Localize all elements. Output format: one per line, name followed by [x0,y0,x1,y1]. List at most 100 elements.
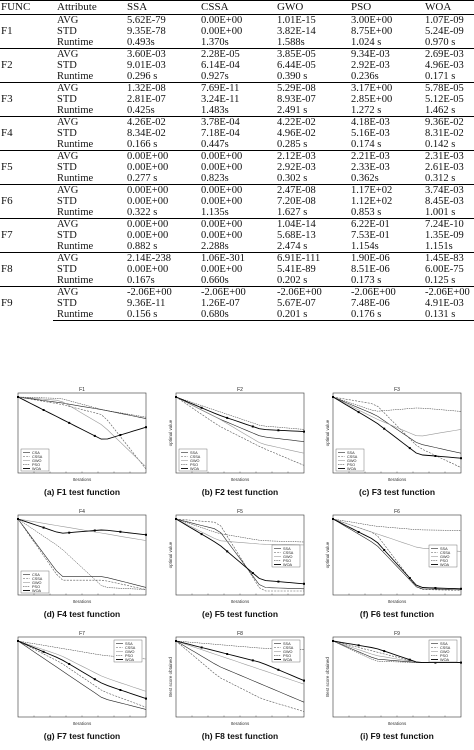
value-cell: 1.01E-15 [273,14,347,26]
value-cell: 3.24E-11 [201,94,240,105]
legend-entry: WOA [190,467,200,471]
series-marker [434,661,437,664]
function-label: F5 [0,150,53,185]
panel-caption: (c) F3 test function [359,487,435,497]
legend-entry: GWO [32,581,42,585]
col-header-cssa: CSSA [197,0,273,15]
value-cell: 6.22E-01 [347,218,421,230]
table-row: F5 AVG 0.00E+00 0.00E+00 2.12E-03 2.21E-03 2.3… [0,150,474,185]
value-cell: 6.44E-05 [277,60,316,71]
series-marker [226,416,229,419]
value-cell: 1.462 s [425,105,456,116]
series-line [175,518,305,546]
legend-entry: SSA [440,642,448,646]
value-cell: 0.00E+00 [127,264,169,275]
series-marker [226,653,229,655]
convergence-panel: F9 Iterations Best score obtained SSACSSAGW… [325,631,462,741]
legend-entry: GWO [190,459,200,463]
attribute-cell: AVG [53,184,123,196]
series-line [332,518,462,531]
value-cell: 5.67E-07 [277,298,316,309]
series-line [175,396,305,454]
legend-entry: CSSA [440,646,451,650]
value-cell: 0.00E+00 [201,264,243,275]
attribute-cell: Runtime [53,309,123,321]
series-line [175,640,305,682]
value-cell: 0.176 s [347,309,421,321]
legend-entry: GWO [283,555,293,559]
series-marker [68,421,71,424]
series-marker [200,533,203,536]
table-row: F9 AVG -2.06E+00 -2.06E+00 -2.06E+00 -2.06E+0… [0,286,474,321]
attribute-cell: AVG [53,286,123,298]
table-row: F7 AVG 0.00E+00 0.00E+00 1.04E-14 6.22E-01 7.2… [0,218,474,253]
value-cell: 2.28E-05 [197,48,273,60]
legend-entry: CSSA [440,551,451,555]
value-cell: 8.75E+00 [351,26,393,37]
series-marker [460,457,462,460]
value-cell: 3.00E+00 [347,14,421,26]
attribute-cell: Runtime [57,275,94,286]
value-cell: 2.81E-07 [127,94,166,105]
series-line [17,396,147,470]
convergence-panel: F8 Iterations Best score obtained SSACSSAGW… [168,631,305,741]
value-cell: 1.151s [425,241,453,252]
series-marker [175,640,177,642]
series-marker [251,659,254,662]
attribute-cell: AVG [53,14,123,26]
convergence-panel: F2 Iterations optimal value SSACSSAGWOPSOWO… [168,387,305,497]
value-cell: 0.236s [351,71,379,82]
value-cell: 1.32E-08 [123,82,197,94]
attribute-cell: AVG [53,82,123,94]
col-header-pso: PSO [347,0,421,15]
function-label: F6 [0,184,53,219]
col-header-attribute: Attribute [53,0,123,15]
value-cell: 6.14E-04 [201,60,240,71]
value-cell: 0.285 s [277,139,308,150]
table-row: F8 AVG 2.14E-238 1.06E-301 6.91E-111 1.90E-06… [0,252,474,287]
panel-title: F8 [237,631,243,637]
series-marker [175,518,177,520]
series-line [17,640,147,692]
value-cell: 2.288s [201,241,229,252]
legend-box [20,570,50,594]
value-cell: 0.202 s [277,275,308,286]
legend-entry: SSA [347,451,355,455]
legend-box [20,448,50,472]
attribute-cell: STD [57,264,77,275]
table-row: STD 2.81E-07 3.24E-11 8.93E-07 2.85E+00 5.12E… [0,94,474,105]
value-cell: 0.201 s [273,309,347,321]
legend-entry: PSO [347,463,355,467]
value-cell: 0.927s [201,71,229,82]
value-cell: 2.69E-03 [421,48,474,60]
series-marker [42,650,45,653]
attribute-cell: Runtime [57,71,94,82]
legend-box [335,448,365,472]
function-label: F8 [0,252,53,287]
series-line [17,518,147,590]
value-cell: 1.024 s [351,37,382,48]
function-label: F2 [0,48,53,83]
legend-entry: GWO [440,555,450,559]
table-row: STD 0.00E+00 0.00E+00 5.68E-13 7.53E-01 1.35E… [0,230,474,241]
value-cell: 5.78E-05 [421,82,474,94]
value-cell: 3.60E-03 [123,48,197,60]
table-row: STD 8.34E-02 7.18E-04 4.96E-02 5.16E-03 8.31E… [0,128,474,139]
series-line [175,396,305,466]
value-cell: 0.277 s [127,173,158,184]
value-cell: 1.154s [351,241,379,252]
series-marker [434,455,437,457]
function-label: F9 [0,286,53,321]
series-line [175,640,305,703]
value-cell: 4.26E-02 [123,116,197,128]
value-cell: 9.36E-02 [421,116,474,128]
value-cell: 1.90E-06 [347,252,421,264]
value-cell: 2.21E-03 [347,150,421,162]
value-cell: 4.91E-03 [425,298,464,309]
value-cell: 0.390 s [277,71,308,82]
value-cell: 0.167s [127,275,155,286]
value-cell: 5.12E-05 [425,94,464,105]
series-line [175,518,305,590]
series-line [332,518,462,590]
